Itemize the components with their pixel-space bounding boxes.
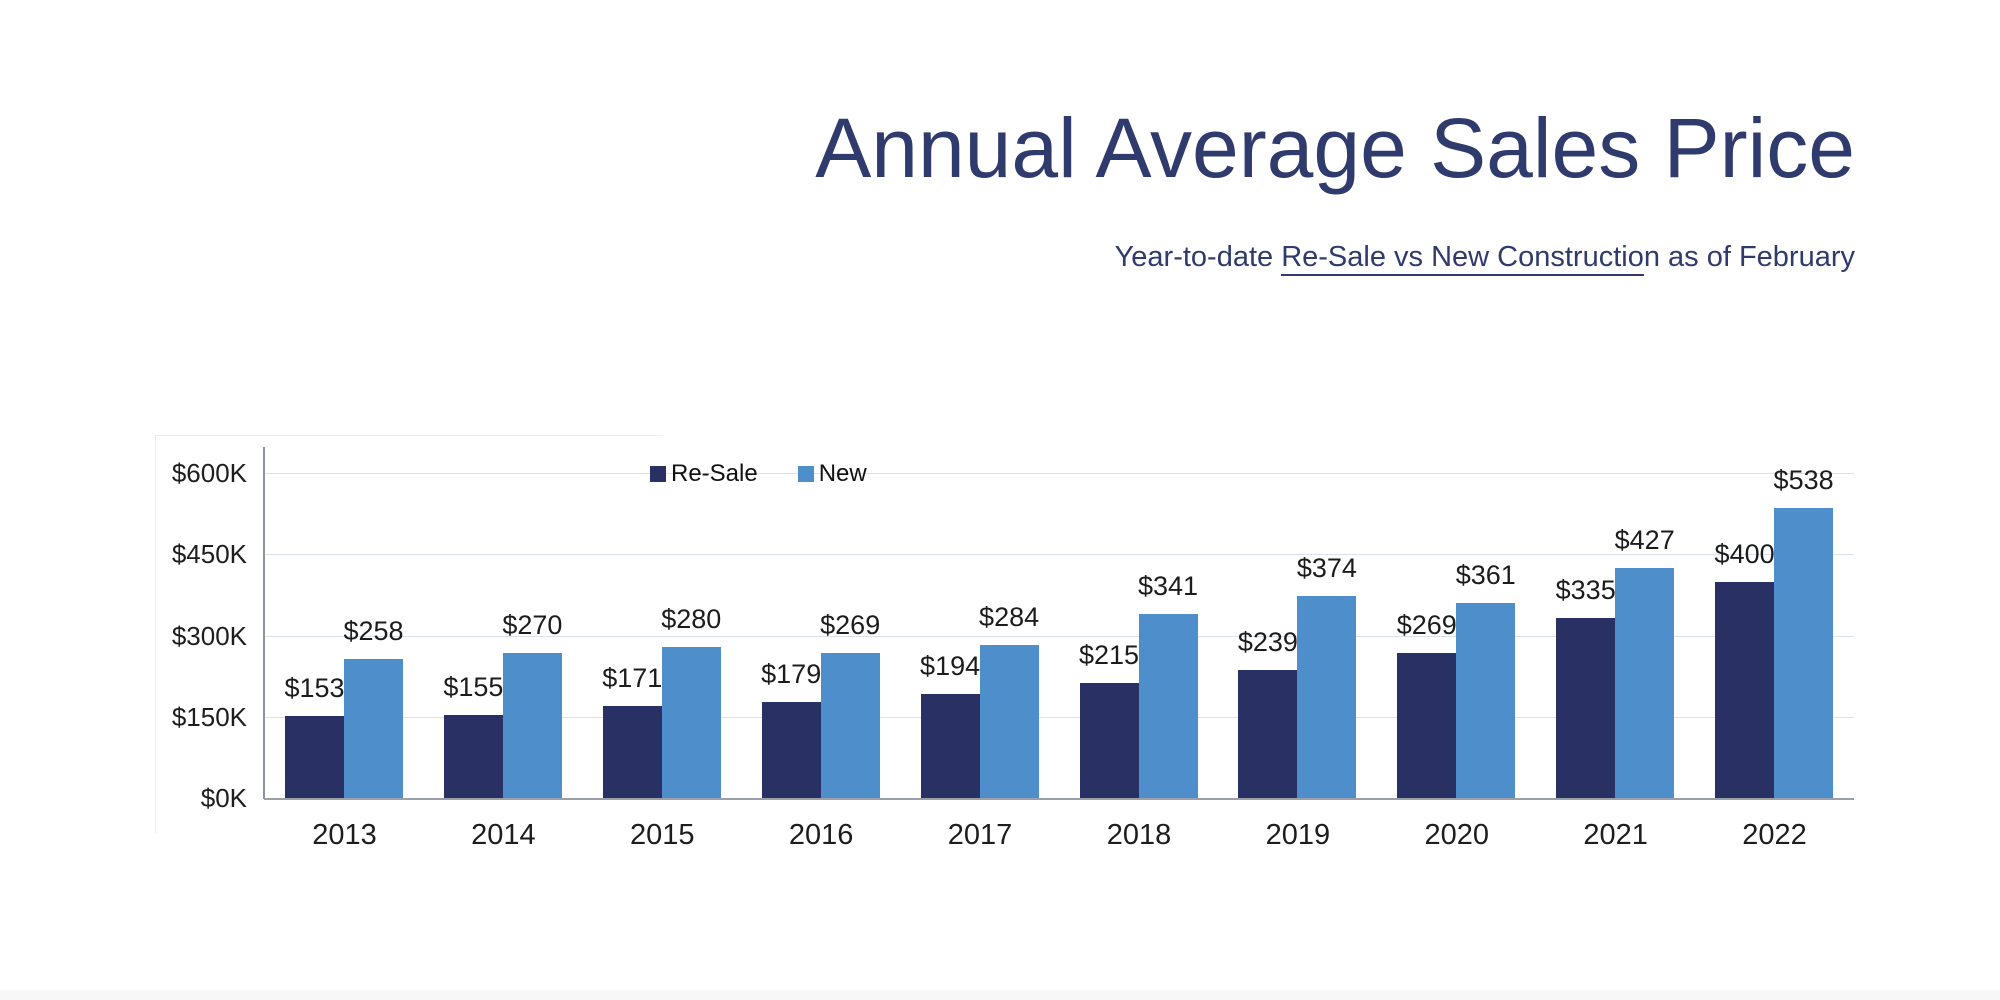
bar-new-2017: $284	[979, 602, 1039, 799]
bar-value-label: $335	[1555, 574, 1616, 605]
bar-resale-2014: $155	[443, 672, 503, 799]
bar-group-2019: $239 $374 2019	[1218, 447, 1377, 851]
bar-value-label: $239	[1237, 626, 1298, 657]
legend-item-resale: Re-Sale	[650, 460, 758, 488]
bar-resale-2018: $215	[1079, 640, 1139, 799]
x-axis-tick-label: 2015	[629, 819, 695, 851]
x-axis-tick-label: 2021	[1583, 819, 1648, 851]
subtitle-suffix: n as of February	[1643, 241, 1855, 273]
bar-group-2015: $171 $280 2015	[583, 447, 742, 851]
legend-label: New	[818, 460, 867, 487]
bar-value-label: $171	[602, 663, 663, 694]
bar-group-2018: $215 $341 2018	[1060, 447, 1219, 851]
x-axis-tick-label: 2022	[1742, 819, 1807, 851]
y-axis-tick-label: $150K	[171, 701, 247, 732]
bar-value-label: $400	[1714, 539, 1775, 570]
page-title: Annual Average Sales Price	[815, 101, 1855, 195]
bar-value-label: $258	[343, 616, 404, 647]
bar-new-2020: $361	[1456, 560, 1516, 799]
bar-value-label: $269	[820, 610, 881, 641]
y-axis-tick-label: $450K	[171, 539, 247, 570]
gridline	[265, 554, 1854, 556]
bar-value-label: $341	[1137, 571, 1199, 602]
bar-resale-2021: $335	[1556, 575, 1616, 799]
chart-legend: Re-Sale New	[650, 460, 867, 488]
bar-value-label: $361	[1455, 560, 1516, 591]
bottom-edge-strip	[0, 990, 2000, 1000]
bar-value-label: $270	[502, 609, 563, 640]
bar-value-label: $427	[1614, 524, 1675, 555]
bar-new-2015: $280	[661, 604, 721, 799]
gridline	[265, 635, 1854, 637]
bar-resale-2017: $194	[920, 651, 980, 799]
bar-new-2016: $269	[820, 610, 880, 799]
x-axis-tick-label: 2020	[1424, 819, 1489, 851]
bar-chart-plot-area: Re-Sale New $0K $150K $300K $450K $600K $153 $2…	[172, 447, 1854, 851]
y-axis-tick-label: $600K	[171, 458, 247, 488]
bar-value-label: $538	[1773, 464, 1834, 495]
bar-value-label: $374	[1296, 553, 1357, 584]
legend-label: Re-Sale	[671, 460, 758, 487]
x-axis-line	[264, 798, 1854, 800]
bar-value-label: $155	[443, 672, 504, 703]
bar-value-label: $179	[761, 659, 822, 690]
legend-item-new: New	[797, 460, 867, 488]
legend-swatch-icon	[797, 466, 814, 482]
x-axis-tick-label: 2019	[1265, 819, 1331, 851]
bar-resale-2015: $171	[602, 663, 662, 799]
bar-resale-2022: $400	[1715, 539, 1775, 799]
legend-swatch-icon	[650, 466, 666, 482]
bar-group-2013: $153 $258 2013	[265, 447, 424, 851]
bar-new-2013: $258	[343, 616, 404, 799]
x-axis-tick-label: 2014	[471, 819, 536, 851]
bar-group-2016: $179 $269 2016	[742, 447, 901, 851]
x-axis-tick-label: 2013	[312, 819, 377, 851]
bar-resale-2019: $239	[1238, 627, 1298, 799]
bar-value-label: $280	[661, 604, 722, 635]
bar-resale-2016: $179	[761, 659, 821, 799]
bar-new-2022: $538	[1774, 465, 1834, 799]
subtitle-prefix: Year-to-date	[1114, 241, 1282, 273]
bar-value-label: $269	[1396, 610, 1457, 641]
bar-value-label: $194	[920, 650, 981, 681]
y-axis-tick-label: $300K	[171, 620, 247, 651]
chart-frame-top-edge	[155, 435, 663, 436]
chart-frame-left-edge	[155, 435, 156, 833]
subtitle-underlined-text: Re-Sale vs New Constructio	[1281, 241, 1644, 276]
bar-value-label: $215	[1078, 639, 1140, 670]
bar-resale-2013: $153	[284, 673, 345, 799]
page-subtitle: Year-to-date Re-Sale vs New Construction…	[1114, 240, 1855, 276]
gridline	[265, 716, 1854, 718]
bar-value-label: $284	[979, 602, 1040, 633]
bar-new-2019: $374	[1297, 553, 1357, 799]
bar-group-2021: $335 $427 2021	[1536, 447, 1695, 851]
x-axis-tick-label: 2018	[1106, 819, 1172, 851]
bar-group-2020: $269 $361 2020	[1377, 447, 1536, 851]
x-axis-tick-label: 2017	[947, 819, 1013, 851]
bar-new-2021: $427	[1615, 525, 1675, 799]
bar-group-2017: $194 $284 2017	[901, 447, 1060, 851]
bar-new-2014: $270	[502, 610, 562, 799]
gridline	[265, 473, 1854, 474]
bar-resale-2020: $269	[1397, 610, 1457, 799]
x-axis-tick-label: 2016	[788, 819, 854, 851]
bar-group-2014: $155 $270 2014	[424, 447, 583, 851]
bar-value-label: $153	[284, 673, 345, 704]
bar-group-2022: $400 $538 2022	[1695, 447, 1854, 851]
bar-new-2018: $341	[1138, 571, 1198, 799]
y-axis-tick-label: $0K	[200, 783, 247, 813]
